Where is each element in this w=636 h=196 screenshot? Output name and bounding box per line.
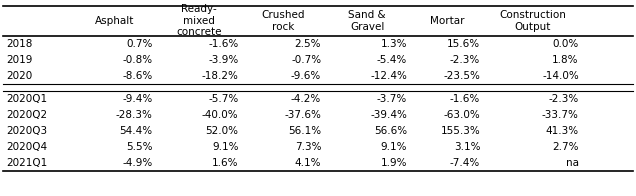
- Text: 2020Q4: 2020Q4: [6, 142, 48, 152]
- Text: 2019: 2019: [6, 55, 32, 65]
- Text: 0.0%: 0.0%: [553, 39, 579, 49]
- Text: -0.8%: -0.8%: [123, 55, 153, 65]
- Text: -5.7%: -5.7%: [208, 94, 238, 104]
- Text: 1.9%: 1.9%: [380, 158, 407, 168]
- Text: -37.6%: -37.6%: [284, 110, 321, 120]
- Text: -1.6%: -1.6%: [208, 39, 238, 49]
- Text: 2.7%: 2.7%: [552, 142, 579, 152]
- Text: 1.6%: 1.6%: [212, 158, 238, 168]
- Text: -63.0%: -63.0%: [443, 110, 480, 120]
- Text: 0.7%: 0.7%: [127, 39, 153, 49]
- Text: 9.1%: 9.1%: [380, 142, 407, 152]
- Text: 15.6%: 15.6%: [447, 39, 480, 49]
- Text: Sand &
Gravel: Sand & Gravel: [349, 10, 386, 32]
- Text: -2.3%: -2.3%: [450, 55, 480, 65]
- Text: -39.4%: -39.4%: [370, 110, 407, 120]
- Text: 2.5%: 2.5%: [294, 39, 321, 49]
- Text: -33.7%: -33.7%: [542, 110, 579, 120]
- Text: 52.0%: 52.0%: [205, 126, 238, 136]
- Text: -40.0%: -40.0%: [202, 110, 238, 120]
- Text: Mortar: Mortar: [429, 16, 464, 26]
- Text: 56.1%: 56.1%: [288, 126, 321, 136]
- Text: -1.6%: -1.6%: [450, 94, 480, 104]
- Text: -12.4%: -12.4%: [370, 71, 407, 81]
- Text: -3.9%: -3.9%: [208, 55, 238, 65]
- Text: -8.6%: -8.6%: [122, 71, 153, 81]
- Text: 54.4%: 54.4%: [120, 126, 153, 136]
- Text: 2021Q1: 2021Q1: [6, 158, 48, 168]
- Text: -3.7%: -3.7%: [377, 94, 407, 104]
- Text: -2.3%: -2.3%: [548, 94, 579, 104]
- Text: 7.3%: 7.3%: [294, 142, 321, 152]
- Text: -4.2%: -4.2%: [291, 94, 321, 104]
- Text: -9.4%: -9.4%: [122, 94, 153, 104]
- Text: -28.3%: -28.3%: [116, 110, 153, 120]
- Text: 2020Q3: 2020Q3: [6, 126, 48, 136]
- Text: Crushed
rock: Crushed rock: [261, 10, 305, 32]
- Text: 2020Q2: 2020Q2: [6, 110, 48, 120]
- Text: 41.3%: 41.3%: [546, 126, 579, 136]
- Text: 9.1%: 9.1%: [212, 142, 238, 152]
- Text: 2020: 2020: [6, 71, 32, 81]
- Text: 4.1%: 4.1%: [294, 158, 321, 168]
- Text: -4.9%: -4.9%: [122, 158, 153, 168]
- Text: 2018: 2018: [6, 39, 32, 49]
- Text: 155.3%: 155.3%: [440, 126, 480, 136]
- Text: -14.0%: -14.0%: [542, 71, 579, 81]
- Text: 3.1%: 3.1%: [453, 142, 480, 152]
- Text: -9.6%: -9.6%: [291, 71, 321, 81]
- Text: na: na: [566, 158, 579, 168]
- Text: -7.4%: -7.4%: [450, 158, 480, 168]
- Text: Construction
Output: Construction Output: [499, 10, 566, 32]
- Text: -5.4%: -5.4%: [377, 55, 407, 65]
- Text: 56.6%: 56.6%: [374, 126, 407, 136]
- Text: -23.5%: -23.5%: [443, 71, 480, 81]
- Text: 5.5%: 5.5%: [126, 142, 153, 152]
- Text: 2020Q1: 2020Q1: [6, 94, 48, 104]
- Text: -18.2%: -18.2%: [202, 71, 238, 81]
- Text: 1.3%: 1.3%: [380, 39, 407, 49]
- Text: -0.7%: -0.7%: [291, 55, 321, 65]
- Text: 1.8%: 1.8%: [552, 55, 579, 65]
- Text: Asphalt: Asphalt: [95, 16, 134, 26]
- Text: Ready-
mixed
concrete: Ready- mixed concrete: [176, 4, 221, 37]
